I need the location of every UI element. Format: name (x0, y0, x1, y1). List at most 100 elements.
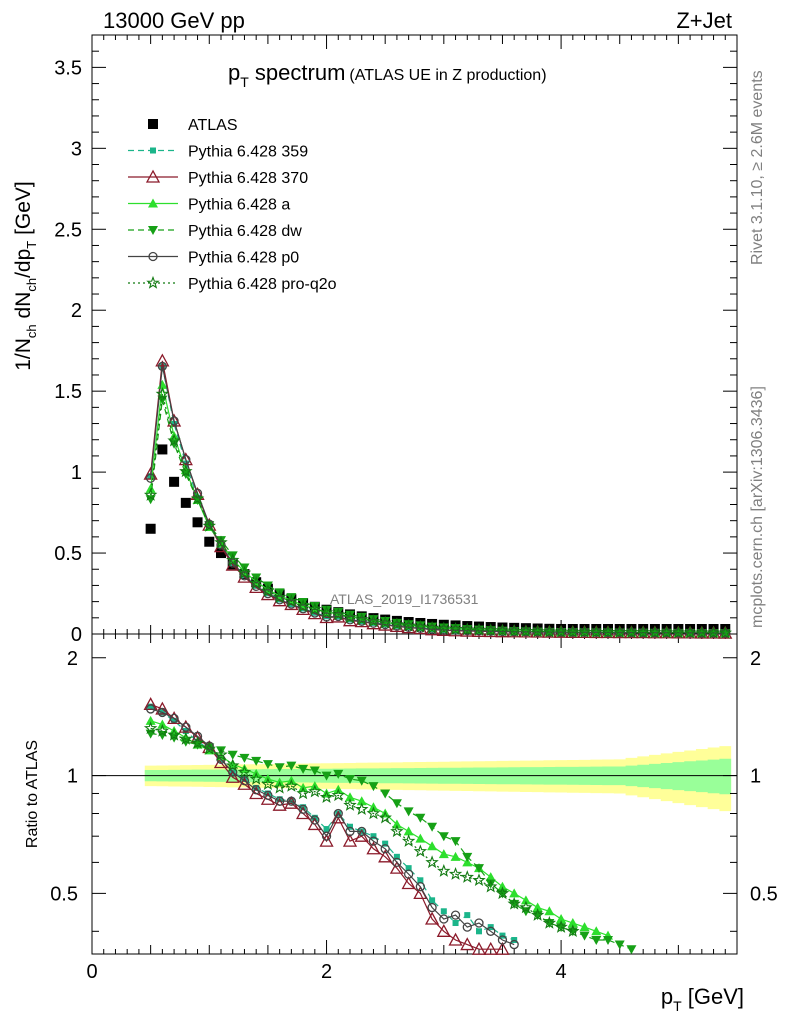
data-point (370, 833, 377, 840)
data-point (308, 602, 322, 615)
data-point (439, 625, 449, 635)
data-point (380, 617, 391, 627)
data-point (380, 844, 390, 854)
legend-label: Pythia 6.428 dw (188, 223, 302, 240)
data-point (366, 806, 381, 820)
data-point (150, 147, 156, 154)
legend-label: ATLAS (188, 117, 238, 134)
data-point (354, 828, 369, 842)
data-point (542, 915, 557, 929)
ratio-line (150, 708, 515, 946)
data-point (298, 604, 308, 614)
data-point (530, 624, 545, 638)
title-sub: T (240, 74, 249, 90)
data-point (474, 626, 484, 636)
title-main: p (228, 60, 240, 85)
data-point (439, 914, 449, 924)
y-tick-label: 1 (71, 462, 82, 484)
data-point (427, 622, 438, 632)
data-point (368, 618, 379, 628)
data-point (227, 750, 238, 760)
data-point (333, 611, 343, 622)
data-point (462, 852, 473, 862)
data-point (530, 908, 545, 921)
data-point (378, 849, 393, 863)
data-point (460, 622, 475, 636)
data-point (333, 808, 343, 819)
data-point (169, 416, 179, 426)
data-point (579, 922, 590, 932)
data-point (272, 780, 287, 794)
data-point (403, 620, 414, 630)
data-point (380, 619, 390, 630)
data-point (145, 473, 156, 483)
ratio-y-tick-label-right: 1 (750, 766, 761, 788)
ratio-series-3 (145, 715, 613, 940)
data-point (249, 771, 263, 785)
data-point (450, 837, 461, 847)
y-tick-label: 0.5 (54, 543, 82, 565)
x-tick-label: 0 (86, 961, 97, 983)
data-point (391, 819, 402, 829)
data-point (464, 912, 471, 919)
data-point (357, 616, 367, 626)
data-point (603, 936, 613, 946)
data-point (145, 523, 156, 534)
data-point (440, 908, 447, 915)
data-point (284, 779, 299, 792)
data-point (192, 517, 203, 528)
header-beam-label: 13000 GeV pp (103, 8, 245, 33)
legend-entry: Pythia 6.428 a (128, 197, 290, 214)
data-point (695, 625, 709, 639)
data-point (345, 826, 355, 837)
data-point (403, 622, 414, 632)
data-point (225, 769, 240, 783)
data-point (448, 622, 463, 635)
ratio-y-tick-label: 1 (67, 766, 78, 788)
data-point (354, 612, 369, 626)
data-point (497, 935, 508, 945)
data-point (274, 796, 285, 806)
legend-entry: Pythia 6.428 370 (128, 169, 308, 187)
data-point (192, 731, 203, 741)
data-point (216, 548, 226, 559)
title-main-rest: spectrum (249, 60, 346, 85)
data-point (424, 911, 440, 925)
ratio-series (143, 697, 637, 955)
data-point (405, 865, 412, 872)
uncertainty-bands (92, 746, 737, 812)
data-point (214, 747, 228, 761)
data-point (343, 798, 357, 811)
data-point (204, 536, 215, 547)
data-point (286, 593, 297, 603)
y-tick-label: 2.5 (54, 219, 82, 241)
data-point (146, 275, 160, 289)
data-point (274, 595, 285, 605)
data-point (460, 870, 475, 883)
legend-entry: Pythia 6.428 dw (128, 223, 302, 240)
data-point (148, 251, 158, 262)
data-point (486, 926, 496, 936)
data-point (474, 864, 484, 874)
data-point (485, 872, 496, 882)
legend-label: Pythia 6.428 a (188, 197, 290, 214)
data-point (579, 931, 590, 941)
y-axis-label: 1/Nch dNch/dpT [GeV] (12, 181, 39, 371)
data-point (368, 782, 379, 792)
data-point (239, 776, 250, 786)
data-point (354, 802, 369, 816)
data-point (495, 941, 510, 955)
rivet-label: Rivet 3.1.10, ≥ 2.6M events (749, 70, 766, 265)
y-tick-label: 1.5 (54, 381, 82, 403)
data-point (509, 888, 520, 898)
data-point (474, 918, 484, 928)
data-point (331, 607, 346, 621)
data-point (272, 590, 287, 603)
data-point (148, 119, 158, 129)
data-point (143, 721, 158, 735)
data-point (390, 617, 404, 631)
data-point (497, 881, 508, 891)
data-point (427, 902, 437, 913)
data-point (261, 583, 275, 597)
data-point (166, 711, 182, 725)
